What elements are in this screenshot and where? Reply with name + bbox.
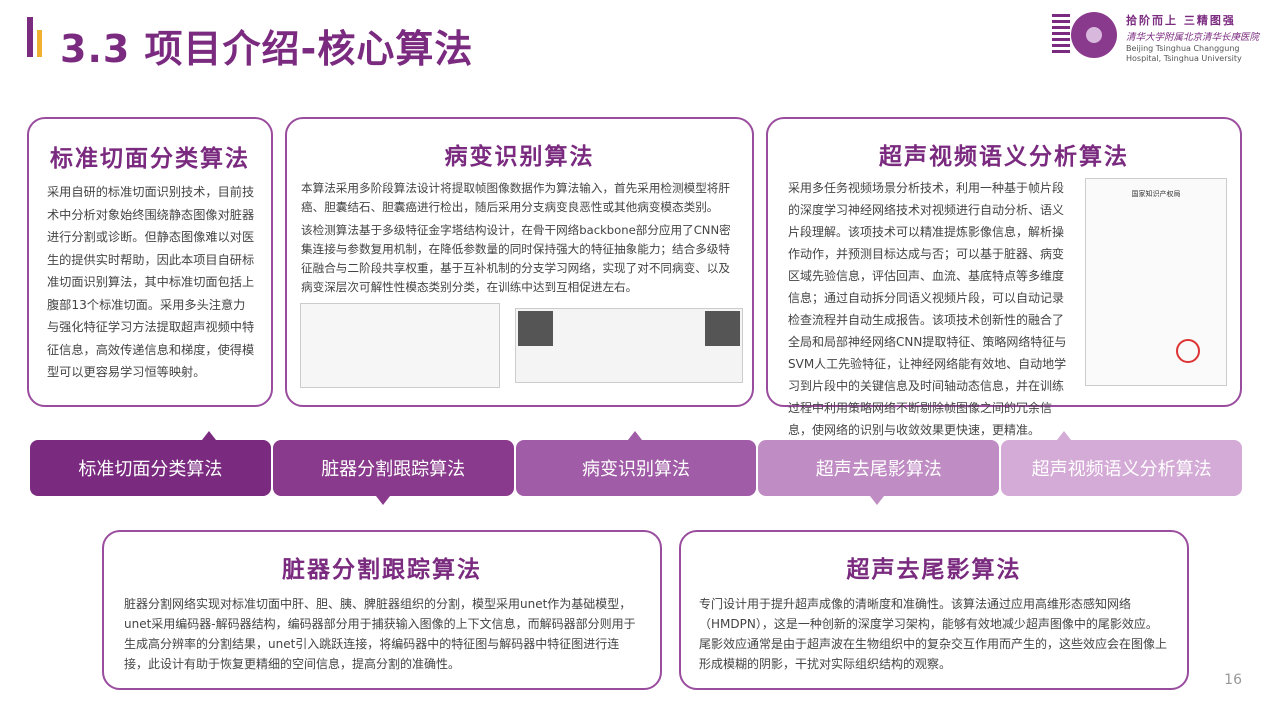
card-organ-segmentation: 脏器分割跟踪算法 脏器分割网络实现对标准切面中肝、胆、胰、脾脏器组织的分割，模型… <box>102 530 662 690</box>
pointer-organ <box>376 496 390 505</box>
card-title: 超声去尾影算法 <box>846 557 1022 583</box>
pointer-standard <box>202 431 216 440</box>
logo-en: Beijing Tsinghua Changgung Hospital, Tsi… <box>1126 44 1242 63</box>
card-text: 脏器分割网络实现对标准切面中肝、胆、胰、脾脏器组织的分割，模型采用unet作为基… <box>124 597 636 671</box>
pointer-video <box>1057 431 1071 440</box>
card-text: 本算法采用多阶段算法设计将提取帧图像数据作为算法输入，首先采用检测模型将肝癌、胆… <box>301 181 730 214</box>
card-title: 标准切面分类算法 <box>50 146 250 172</box>
page-number: 16 <box>1224 672 1242 688</box>
card-text: 采用自研的标准切面识别技术，目前技术中分析对象始终围绕静态图像对脏器进行分割或诊… <box>47 185 255 379</box>
patent-certificate-image: 国家知识产权局 <box>1085 178 1227 386</box>
card-standard-plane: 标准切面分类算法 采用自研的标准切面识别技术，目前技术中分析对象始终围绕静态图像… <box>27 117 273 407</box>
unet-diagram-image <box>515 308 743 383</box>
card-text: 采用多任务视频场景分析技术，利用一种基于帧片段的深度学习神经网络技术对视频进行自… <box>788 181 1067 437</box>
ultrasound-thumbnail <box>705 311 740 346</box>
tab-artifact-removal[interactable]: 超声去尾影算法 <box>758 440 1000 496</box>
tab-organ-segmentation[interactable]: 脏器分割跟踪算法 <box>272 440 514 496</box>
tab-standard-plane[interactable]: 标准切面分类算法 <box>30 440 271 496</box>
logo-slogan: 拾阶而上 三精图强 <box>1126 14 1236 27</box>
hospital-logo: 拾阶而上 三精图强 清华大学附属北京清华长庚医院 Beijing Tsinghu… <box>1050 10 1265 90</box>
title-accent-bar <box>27 17 33 57</box>
pointer-lesion <box>628 431 642 440</box>
page-title: 3.3 项目介绍-核心算法 <box>60 27 474 71</box>
logo-emblem-icon <box>1052 12 1117 58</box>
network-diagram-image <box>300 303 500 388</box>
algorithm-tabs: 标准切面分类算法 脏器分割跟踪算法 病变识别算法 超声去尾影算法 超声视频语义分… <box>30 440 1242 496</box>
tab-video-semantic[interactable]: 超声视频语义分析算法 <box>1001 440 1242 496</box>
card-text: 专门设计用于提升超声成像的清晰度和准确性。该算法通过应用高维形态感知网络（HMD… <box>699 597 1168 671</box>
title-accent-bar-yellow <box>37 30 42 57</box>
card-title: 脏器分割跟踪算法 <box>282 557 482 583</box>
card-title: 超声视频语义分析算法 <box>879 144 1129 170</box>
pointer-artifact <box>870 496 884 505</box>
card-text: 该检测算法基于多级特征金字塔结构设计，在骨干网络backbone部分应用了CNN… <box>301 223 731 294</box>
card-title: 病变识别算法 <box>444 144 595 170</box>
card-artifact-removal: 超声去尾影算法 专门设计用于提升超声成像的清晰度和准确性。该算法通过应用高维形态… <box>679 530 1189 690</box>
seal-stamp <box>1176 339 1200 363</box>
ultrasound-thumbnail <box>518 311 553 346</box>
logo-name: 清华大学附属北京清华长庚医院 <box>1126 32 1260 43</box>
patent-title: 国家知识产权局 <box>1131 190 1181 198</box>
tab-lesion[interactable]: 病变识别算法 <box>515 440 757 496</box>
